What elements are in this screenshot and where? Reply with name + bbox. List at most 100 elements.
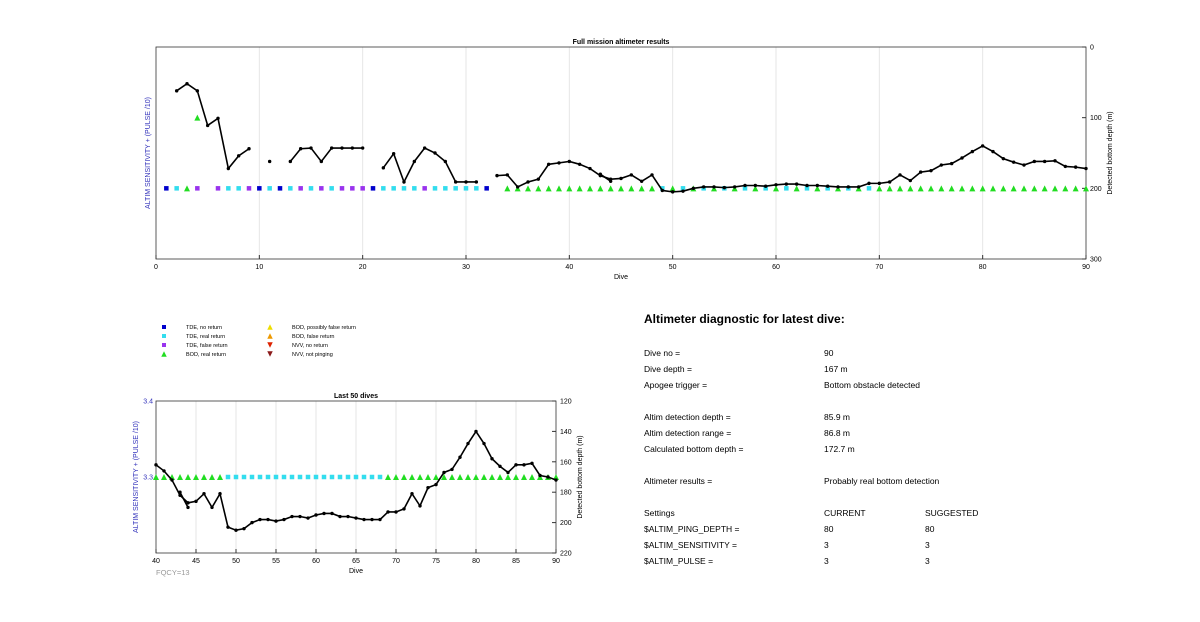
top-marker-bod-real-return bbox=[979, 185, 986, 192]
bottom-bottom-depth-point bbox=[482, 441, 486, 446]
bottom-bottom-depth-point bbox=[258, 517, 262, 522]
bottom-bottom-depth-point bbox=[490, 457, 494, 461]
bottom-marker-tde-real-return bbox=[249, 474, 255, 480]
top-right-tick-label: 200 bbox=[1090, 186, 1102, 193]
bottom-marker-tde-real-return bbox=[297, 474, 303, 480]
bottom-bottom-depth-point bbox=[394, 510, 398, 514]
bottom-bottom-depth-point bbox=[450, 467, 454, 472]
bottom-bottom-depth-point bbox=[442, 470, 446, 475]
top-bottom-depth-point bbox=[836, 185, 840, 189]
bottom-marker-tde-real-return bbox=[361, 474, 367, 480]
legend-marker bbox=[267, 324, 273, 330]
top-marker-bod-real-return bbox=[194, 114, 201, 121]
dive-depth-label: Dive depth = bbox=[644, 364, 692, 374]
top-marker-tde-real-return bbox=[267, 186, 272, 191]
top-marker-bod-real-return bbox=[814, 185, 821, 192]
top-marker-tde-no-return bbox=[370, 186, 376, 191]
top-marker-tde-real-return bbox=[236, 186, 241, 191]
top-marker-tde-false-return bbox=[350, 186, 355, 191]
top-bottom-depth-point bbox=[515, 185, 520, 189]
top-marker-tde-real-return bbox=[443, 186, 448, 191]
top-marker-bod-real-return bbox=[607, 185, 614, 192]
top-x-axis-label: Dive bbox=[614, 274, 628, 281]
top-bottom-depth-point bbox=[391, 152, 396, 156]
bottom-bottom-depth-line bbox=[179, 491, 189, 508]
top-bottom-depth-point bbox=[1032, 159, 1037, 164]
bottom-bottom-depth-point bbox=[498, 464, 502, 469]
bottom-marker-tde-real-return bbox=[313, 474, 319, 480]
bottom-bottom-depth-point bbox=[386, 510, 390, 514]
bottom-bottom-depth-point bbox=[418, 504, 422, 508]
top-marker-tde-real-return bbox=[763, 186, 768, 191]
diagnostic-panel: Altimeter diagnostic for latest dive: Di… bbox=[644, 312, 1164, 572]
bottom-bottom-depth-point bbox=[306, 516, 310, 520]
bottom-bottom-depth-point bbox=[314, 513, 318, 517]
bottom-x-tick-label: 55 bbox=[272, 558, 280, 565]
top-marker-bod-real-return bbox=[969, 185, 976, 192]
top-bottom-depth-point bbox=[174, 89, 179, 93]
top-bottom-depth-point bbox=[815, 183, 820, 188]
settings-label: Settings bbox=[644, 508, 675, 518]
bottom-x-axis-label: Dive bbox=[349, 568, 363, 575]
legend-marker bbox=[162, 343, 166, 347]
top-bottom-depth-point bbox=[567, 159, 572, 164]
bottom-bottom-depth-point bbox=[338, 514, 342, 519]
bottom-left-tick-label: 3.3 bbox=[143, 475, 153, 482]
top-right-axis-label: Detected bottom depth (m) bbox=[1107, 111, 1114, 194]
top-bottom-depth-point bbox=[433, 151, 437, 155]
bottom-marker-tde-real-return bbox=[265, 474, 271, 480]
bottom-bottom-depth-point bbox=[290, 514, 294, 519]
top-bottom-depth-point bbox=[825, 184, 830, 188]
det-range-label: Altim detection range = bbox=[644, 428, 732, 438]
top-bottom-depth-point bbox=[856, 185, 861, 189]
top-bottom-depth-point bbox=[598, 172, 603, 176]
top-bottom-depth-point bbox=[753, 183, 758, 188]
bottom-bottom-depth-point bbox=[514, 463, 518, 467]
apogee-value: Bottom obstacle detected bbox=[824, 380, 920, 390]
top-bottom-depth-point bbox=[1053, 159, 1057, 163]
legend-label: NVV, not pinging bbox=[292, 352, 333, 358]
top-bottom-depth-point bbox=[350, 146, 355, 150]
bottom-bottom-depth-point bbox=[218, 492, 222, 496]
top-bottom-depth-line bbox=[599, 173, 612, 182]
top-marker-bod-real-return bbox=[556, 185, 562, 192]
top-marker-bod-real-return bbox=[628, 185, 635, 192]
pulse-suggested: 3 bbox=[925, 556, 930, 566]
bottom-right-tick-label: 220 bbox=[560, 551, 572, 558]
top-bottom-depth-point bbox=[381, 166, 386, 170]
top-bottom-depth-point bbox=[1084, 166, 1088, 171]
top-bottom-depth-point bbox=[216, 116, 220, 121]
top-marker-tde-real-return bbox=[825, 186, 830, 191]
bottom-marker-bod-real-return bbox=[401, 474, 407, 480]
bottom-marker-bod-real-return bbox=[521, 474, 527, 480]
top-bottom-depth-point bbox=[195, 89, 200, 93]
top-right-tick-label: 300 bbox=[1090, 257, 1102, 264]
top-bottom-depth-point bbox=[1001, 156, 1006, 161]
top-bottom-depth-line bbox=[289, 147, 363, 163]
top-marker-bod-real-return bbox=[545, 185, 552, 192]
top-marker-bod-real-return bbox=[525, 185, 531, 192]
bottom-x-tick-label: 90 bbox=[552, 558, 560, 565]
bottom-marker-bod-real-return bbox=[529, 474, 535, 480]
top-bottom-depth-point bbox=[743, 183, 747, 188]
bottom-marker-tde-real-return bbox=[369, 474, 375, 480]
bottom-right-tick-label: 160 bbox=[560, 459, 572, 466]
top-marker-tde-no-return bbox=[484, 186, 489, 191]
bottom-marker-tde-real-return bbox=[273, 474, 279, 480]
bottom-marker-tde-real-return bbox=[225, 474, 231, 480]
top-bottom-depth-point bbox=[526, 180, 530, 184]
top-bottom-depth-point bbox=[402, 180, 406, 184]
top-bottom-depth-point bbox=[464, 180, 468, 184]
top-bottom-depth-point bbox=[1011, 160, 1016, 164]
sensitivity-suggested: 3 bbox=[925, 540, 930, 550]
top-bottom-depth-point bbox=[319, 159, 324, 164]
bottom-bottom-depth-point bbox=[170, 478, 174, 482]
top-marker-bod-real-return bbox=[938, 185, 945, 192]
top-axes-box bbox=[155, 46, 1087, 260]
bottom-marker-bod-real-return bbox=[505, 474, 511, 480]
bottom-bottom-depth-point bbox=[546, 475, 550, 479]
legend-marker bbox=[161, 351, 167, 357]
bottom-marker-bod-real-return bbox=[161, 474, 167, 480]
top-bottom-depth-point bbox=[939, 163, 944, 167]
bottom-bottom-depth-point bbox=[474, 429, 478, 434]
